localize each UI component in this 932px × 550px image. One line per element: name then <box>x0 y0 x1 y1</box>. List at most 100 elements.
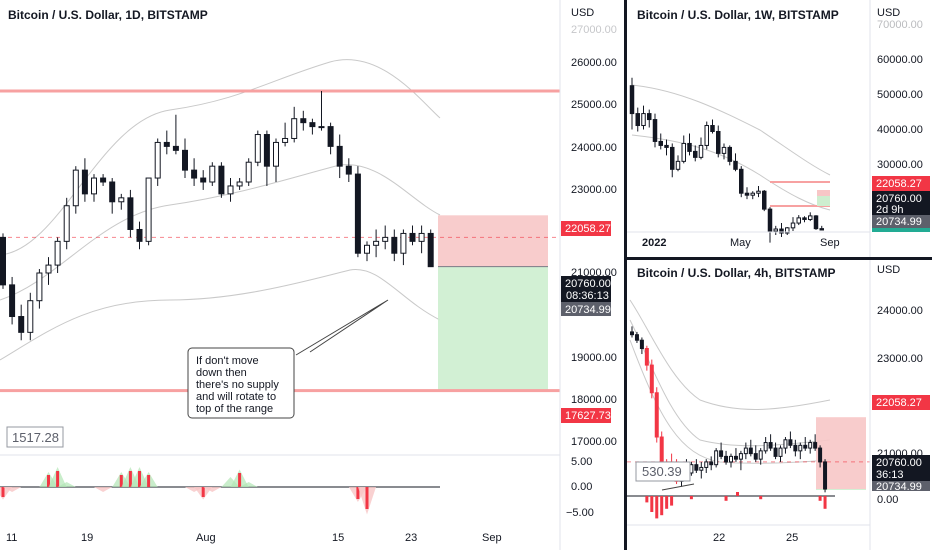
panel-divider-horizontal[interactable] <box>627 257 932 260</box>
four-hour-candle[interactable] <box>630 326 634 338</box>
weekly-candle[interactable] <box>750 191 755 200</box>
four-hour-candle[interactable] <box>704 459 709 473</box>
daily-candle[interactable] <box>145 177 152 246</box>
four-hour-candle[interactable] <box>758 448 763 465</box>
daily-candle[interactable] <box>409 225 416 246</box>
daily-candle[interactable] <box>18 304 25 341</box>
weekly-candle[interactable] <box>629 77 635 130</box>
four-hour-candle[interactable] <box>808 439 813 454</box>
daily-candle[interactable] <box>382 225 389 250</box>
weekly-candle[interactable] <box>796 215 801 226</box>
four-hour-candle[interactable] <box>793 439 798 457</box>
daily-annotation-callout[interactable]: If don't move down then there's no suppl… <box>187 299 389 419</box>
weekly-candle[interactable] <box>641 105 646 130</box>
four-hour-candle[interactable] <box>649 359 654 399</box>
daily-position-target-zone[interactable] <box>438 266 548 391</box>
four-hour-candle[interactable] <box>639 337 644 355</box>
four-hour-candle[interactable] <box>823 459 828 493</box>
daily-candle[interactable] <box>81 158 88 202</box>
daily-candle[interactable] <box>336 134 343 179</box>
four-hour-candle[interactable] <box>743 442 748 460</box>
daily-candle[interactable] <box>300 110 307 131</box>
daily-candle[interactable] <box>100 174 107 186</box>
daily-candle[interactable] <box>282 122 289 147</box>
daily-candle[interactable] <box>127 189 134 238</box>
daily-candle[interactable] <box>63 197 70 250</box>
four-hour-position-target-zone[interactable] <box>816 489 866 490</box>
daily-candle[interactable] <box>45 257 52 285</box>
weekly-candle[interactable] <box>756 186 761 198</box>
daily-candle[interactable] <box>345 158 352 182</box>
four-hour-candle[interactable] <box>788 431 793 449</box>
four-hour-candle[interactable] <box>763 437 768 454</box>
four-hour-time-axis[interactable]: 22 25 <box>713 532 798 544</box>
four-hour-candle[interactable] <box>634 331 639 343</box>
weekly-candle[interactable] <box>762 190 767 212</box>
daily-candle[interactable] <box>291 106 298 143</box>
daily-candle[interactable] <box>91 174 97 202</box>
four-hour-candle[interactable] <box>753 445 758 462</box>
four-hour-candle[interactable] <box>803 437 808 451</box>
daily-candle[interactable] <box>327 122 334 155</box>
four-hour-candle[interactable] <box>709 456 714 471</box>
weekly-candle[interactable] <box>767 207 773 243</box>
daily-candle[interactable] <box>54 237 61 273</box>
daily-candle[interactable] <box>227 178 234 202</box>
four-hour-candle[interactable] <box>729 453 733 468</box>
weekly-candle[interactable] <box>716 125 721 158</box>
four-hour-candle[interactable] <box>719 442 724 460</box>
daily-candle[interactable] <box>364 241 370 262</box>
weekly-candle[interactable] <box>698 137 704 160</box>
weekly-candle[interactable] <box>652 113 658 148</box>
daily-candle[interactable] <box>109 178 116 214</box>
weekly-candle[interactable] <box>693 145 698 162</box>
weekly-candle[interactable] <box>635 107 640 132</box>
daily-candle[interactable] <box>172 114 179 155</box>
daily-candle[interactable] <box>400 229 407 266</box>
weekly-candle[interactable] <box>790 217 796 232</box>
weekly-candle[interactable] <box>704 121 709 150</box>
weekly-candle[interactable] <box>785 227 790 235</box>
weekly-candle[interactable] <box>819 225 824 231</box>
daily-candle[interactable] <box>118 193 125 210</box>
weekly-price-axis[interactable]: 70000.00 60000.00 50000.00 40000.00 3000… <box>877 19 923 171</box>
weekly-candle[interactable] <box>664 139 669 156</box>
weekly-candle[interactable] <box>670 143 675 178</box>
weekly-candle[interactable] <box>681 135 686 164</box>
four-hour-candle[interactable] <box>694 459 699 473</box>
weekly-time-axis[interactable]: 2022 May Sep <box>642 237 840 249</box>
weekly-candle[interactable] <box>721 143 727 160</box>
daily-candle[interactable] <box>318 91 325 131</box>
four-hour-candle[interactable] <box>644 345 649 371</box>
daily-candle[interactable] <box>309 118 316 135</box>
daily-candle[interactable] <box>200 170 207 190</box>
weekly-candle[interactable] <box>744 187 750 200</box>
weekly-candle[interactable] <box>710 119 715 134</box>
four-hour-candle[interactable] <box>714 448 719 468</box>
daily-resistance-line[interactable] <box>0 89 560 93</box>
daily-time-axis[interactable]: 11 19 Aug 15 23 Sep <box>6 532 502 544</box>
weekly-candle[interactable] <box>733 153 738 172</box>
daily-candle[interactable] <box>163 130 170 155</box>
four-hour-candle[interactable] <box>778 445 783 462</box>
daily-candle[interactable] <box>27 292 34 341</box>
daily-candle[interactable] <box>36 269 43 309</box>
four-hour-candle[interactable] <box>768 434 773 451</box>
weekly-chart-panel[interactable]: Bitcoin / U.S. Dollar, 1W, BITSTAMP USD … <box>627 0 930 257</box>
daily-candle[interactable] <box>154 138 161 186</box>
daily-candle[interactable] <box>263 130 270 186</box>
weekly-candle[interactable] <box>779 223 784 237</box>
panel-divider-vertical[interactable] <box>624 0 627 550</box>
daily-candle[interactable] <box>0 233 6 289</box>
four-hour-candle[interactable] <box>724 450 729 465</box>
weekly-candle[interactable] <box>687 133 692 156</box>
four-hour-candle[interactable] <box>748 439 753 457</box>
four-hour-chart-panel[interactable]: Bitcoin / U.S. Dollar, 4h, BITSTAMP USD … <box>627 260 930 550</box>
four-hour-candle[interactable] <box>733 448 738 462</box>
daily-candle[interactable] <box>182 138 188 179</box>
four-hour-candle[interactable] <box>738 450 743 471</box>
daily-candle[interactable] <box>191 158 198 186</box>
daily-candle[interactable] <box>373 229 380 258</box>
daily-candle[interactable] <box>236 178 243 190</box>
weekly-candle[interactable] <box>813 215 819 230</box>
